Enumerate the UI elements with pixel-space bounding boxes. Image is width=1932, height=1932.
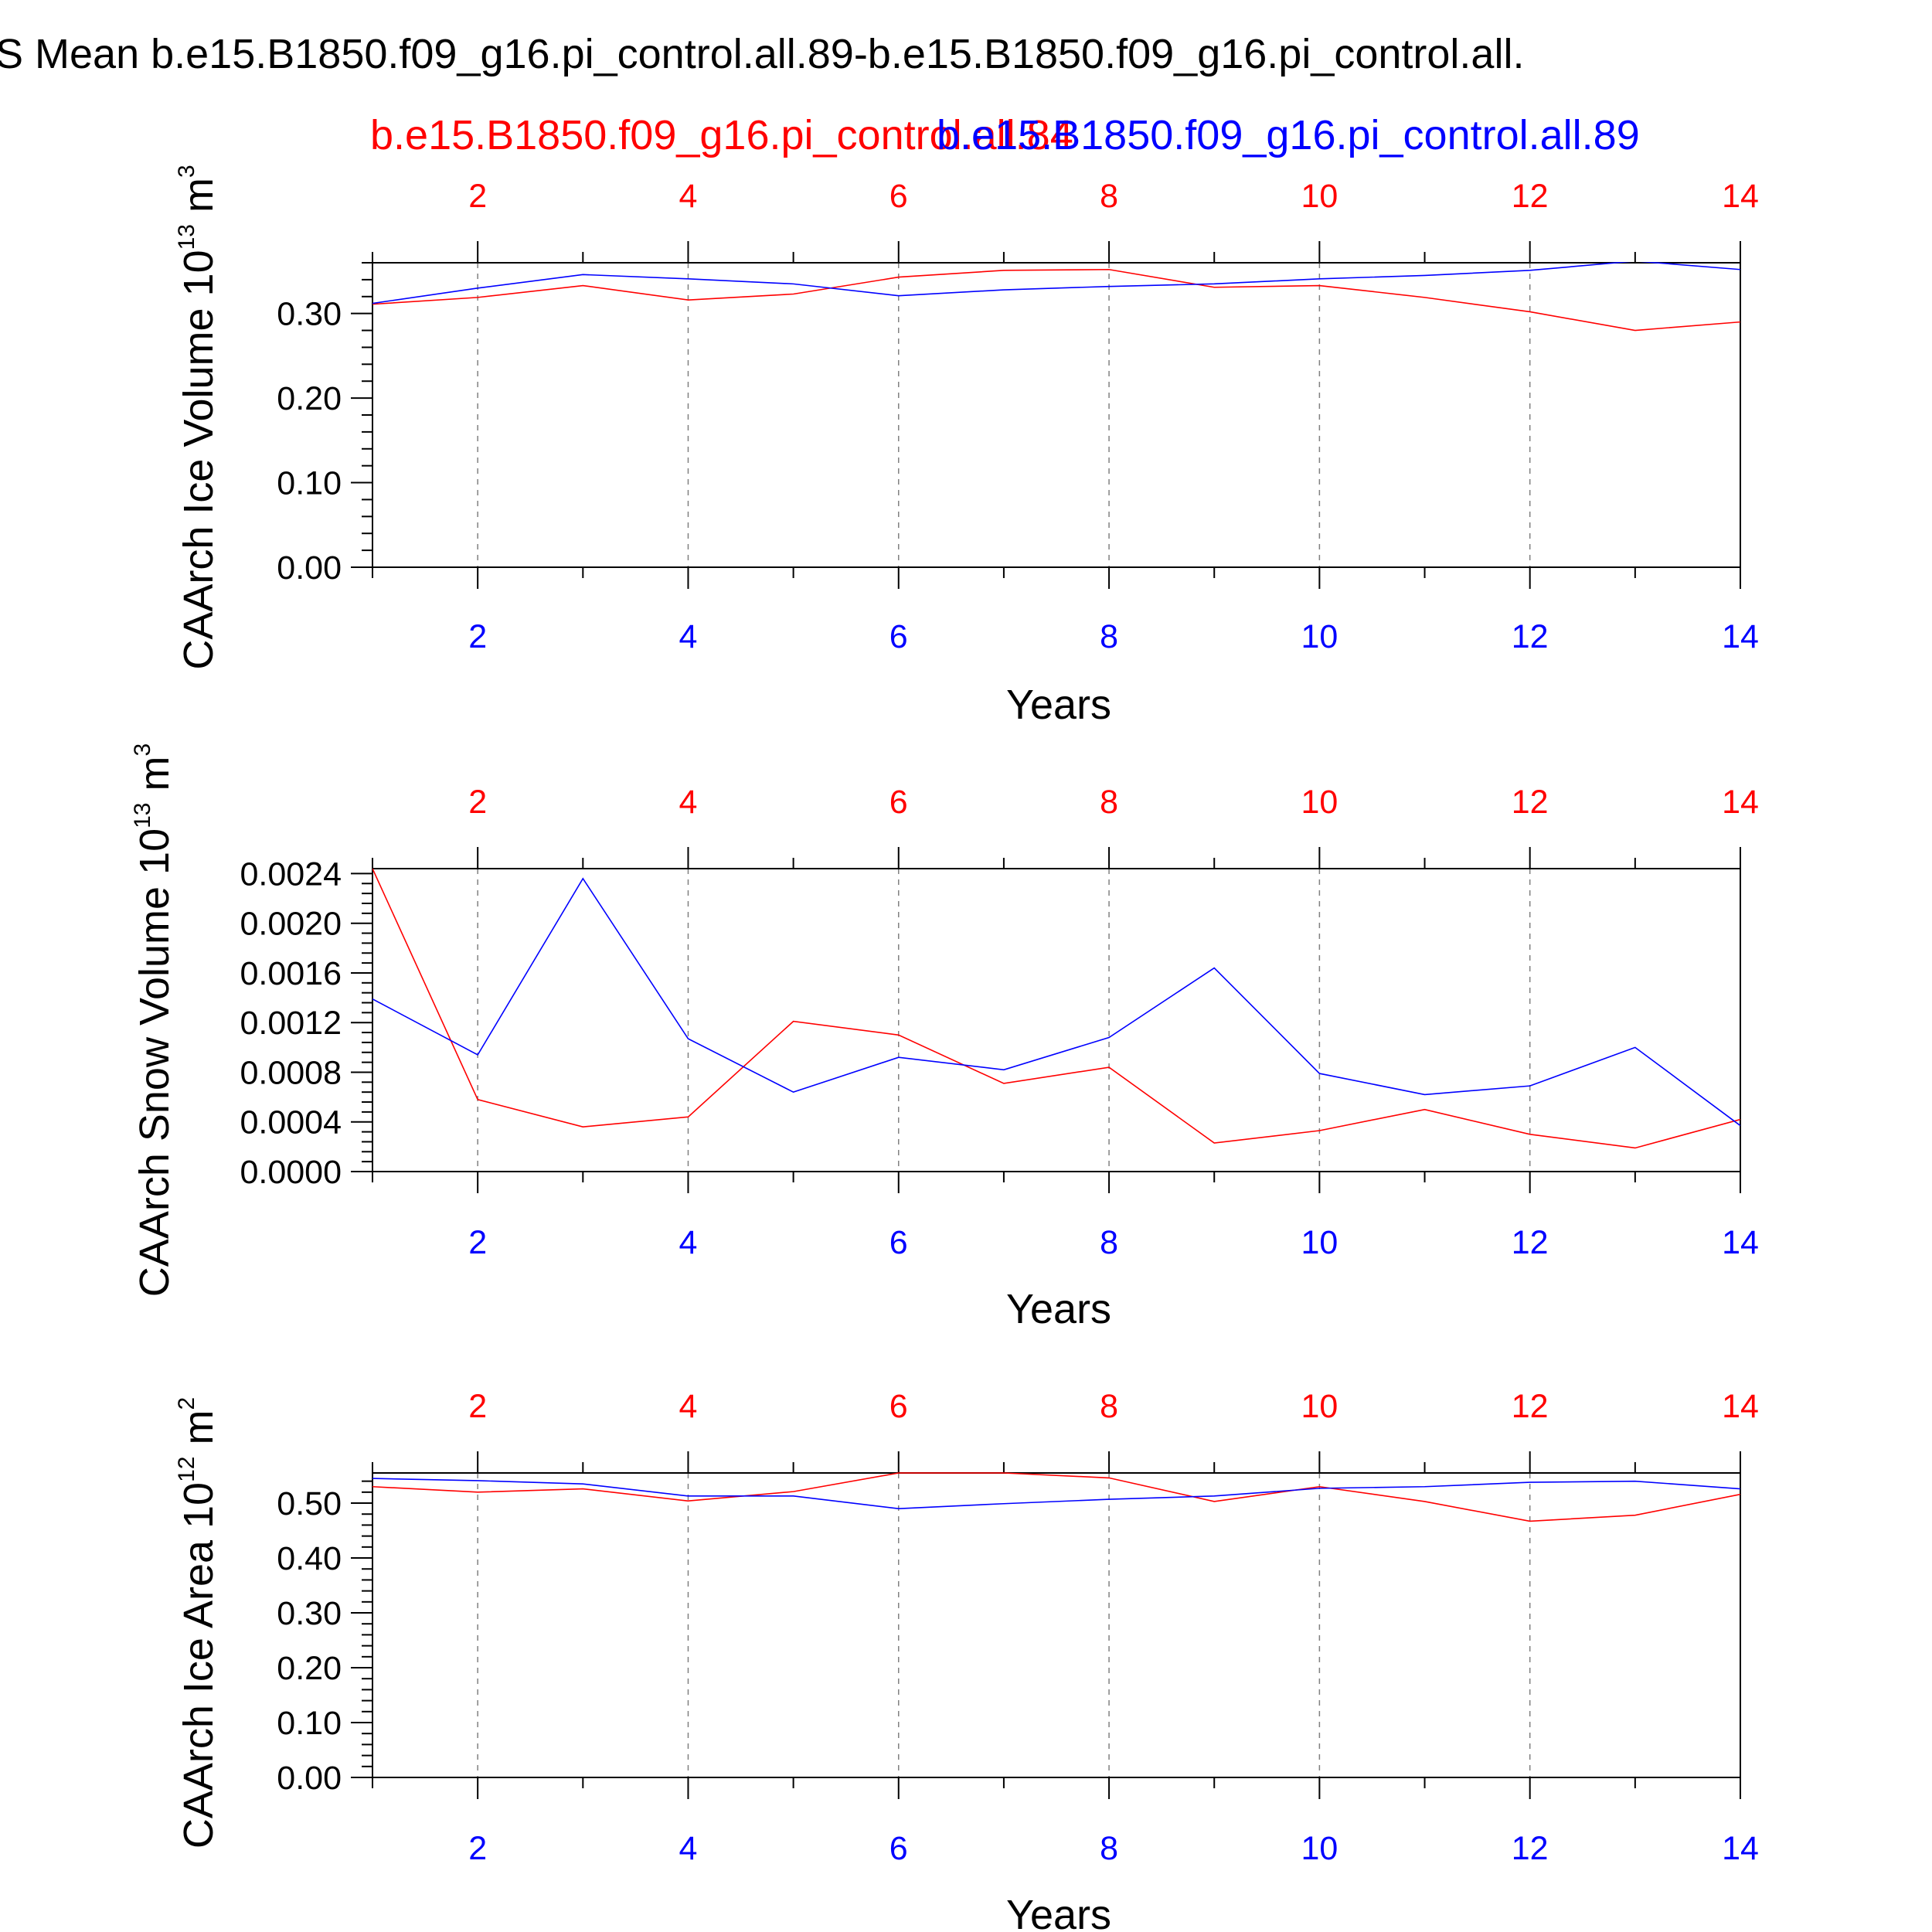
x-tick-label-top: 8 [1100,1388,1118,1425]
figure-title: S Mean b.e15.B1850.f09_g16.pi_control.al… [0,31,1524,77]
x-tick-label-top: 2 [468,178,487,215]
y-tick-label: 0.00 [277,549,342,587]
x-tick-label-top: 12 [1512,178,1549,215]
y-axis-label: CAArch Snow Volume 1013 m3 [130,743,178,1297]
plot-frame [372,868,1741,1172]
x-tick-label-top: 2 [468,784,487,821]
y-tick-label: 0.50 [277,1485,342,1522]
x-axis-label: Years [1006,1286,1111,1332]
x-tick-label-bottom: 14 [1722,1224,1759,1261]
x-tick-label-bottom: 12 [1512,1830,1549,1867]
x-tick-label-bottom: 12 [1512,1224,1549,1261]
panel-1: 2 2 4 4 6 6 8 8 10 10 12 12 14 14 0.00 0.10 0.20 0.30 Year… [174,165,1759,728]
y-axis-label-part: 10 [175,250,222,296]
plot-frame [372,262,1741,568]
case-label-red: b.e15.B1850.f09_g16.pi_control.all.84 [370,112,1073,158]
x-tick-label-top: 12 [1512,1388,1549,1425]
x-tick-label-bottom: 4 [679,1224,698,1261]
y-tick-label: 0.0012 [240,1005,342,1042]
y-axis-label-part: 12 [174,1457,199,1482]
x-tick-label-top: 10 [1301,1388,1338,1425]
x-tick-label-top: 14 [1722,1388,1759,1425]
x-tick-label-top: 6 [889,784,908,821]
x-tick-label-bottom: 8 [1100,1830,1118,1867]
panel-2: 2 2 4 4 6 6 8 8 10 10 12 12 14 14 0.0000 0.0004 0.0008 0.… [130,743,1759,1332]
x-tick-label-top: 6 [889,1388,908,1425]
y-axis-label-part: 10 [131,828,178,875]
x-tick-label-top: 4 [679,1388,698,1425]
y-tick-label: 0.20 [277,1650,342,1687]
y-tick-label: 0.30 [277,1595,342,1632]
y-axis-label-part: 13 [130,802,155,828]
y-axis-label: CAArch Ice Area 1012 m2 [174,1397,222,1849]
x-tick-label-bottom: 12 [1512,618,1549,655]
x-tick-label-top: 8 [1100,178,1118,215]
panels: 224466881010121214140.000.100.200.30Year… [130,165,1759,1932]
y-axis-label-part: 13 [174,224,199,250]
x-tick-label-top: 4 [679,784,698,821]
x-tick-label-bottom: 6 [889,1830,908,1867]
x-tick-label-bottom: 4 [679,618,698,655]
series-line-blue [372,262,1740,304]
x-tick-label-top: 6 [889,178,908,215]
x-tick-label-bottom: 6 [889,618,908,655]
x-tick-label-bottom: 10 [1301,618,1338,655]
y-tick-label: 0.20 [277,380,342,417]
y-axis-label-part: CAArch Ice Area [175,1529,222,1849]
series-line-red [372,868,1740,1149]
x-tick-label-top: 10 [1301,784,1338,821]
y-tick-label: 0.40 [277,1540,342,1577]
x-tick-label-bottom: 8 [1100,1224,1118,1261]
x-tick-label-top: 14 [1722,784,1759,821]
y-tick-label: 0.0008 [240,1054,342,1091]
y-tick-label: 0.0004 [240,1104,342,1141]
series-line-red [372,1472,1740,1522]
x-tick-label-bottom: 10 [1301,1830,1338,1867]
x-tick-label-bottom: 14 [1722,618,1759,655]
x-tick-label-top: 8 [1100,784,1118,821]
y-tick-label: 0.0016 [240,955,342,992]
x-tick-label-top: 2 [468,1388,487,1425]
y-tick-label: 0.0020 [240,906,342,943]
y-tick-label: 0.30 [277,296,342,333]
y-axis-label-part: 10 [175,1482,222,1529]
y-tick-label: 0.10 [277,465,342,502]
x-tick-label-bottom: 2 [468,1830,487,1867]
y-axis-label-part: 3 [174,165,199,178]
y-axis-label-part: CAArch Snow Volume [131,875,178,1297]
x-tick-label-bottom: 14 [1722,1830,1759,1867]
x-axis-label: Years [1006,1892,1111,1932]
series-line-red [372,268,1740,332]
plot-frame [372,1472,1741,1778]
x-tick-label-top: 4 [679,178,698,215]
x-tick-label-top: 12 [1512,784,1549,821]
y-axis-label-part: 2 [174,1397,199,1410]
y-axis-label-part: m [175,178,222,224]
x-tick-label-bottom: 4 [679,1830,698,1867]
y-tick-label: 0.00 [277,1760,342,1797]
x-tick-label-bottom: 8 [1100,618,1118,655]
case-label-blue: b.e15.B1850.f09_g16.pi_control.all.89 [937,112,1640,158]
series-line-blue [372,877,1740,1127]
panel-3: 224466881010121214140.000.100.200.300.40… [174,1388,1759,1932]
x-tick-label-bottom: 2 [468,618,487,655]
y-tick-label: 0.0000 [240,1154,342,1191]
y-axis-label-part: 3 [130,743,155,757]
x-tick-label-top: 14 [1722,178,1759,215]
x-tick-label-top: 10 [1301,178,1338,215]
y-axis-label-part: CAArch Ice Volume [175,296,222,669]
y-tick-label: 0.10 [277,1705,342,1742]
x-tick-label-bottom: 6 [889,1224,908,1261]
x-tick-label-bottom: 10 [1301,1224,1338,1261]
x-axis-label: Years [1006,682,1111,728]
y-tick-label: 0.0024 [240,855,342,893]
y-axis-label: CAArch Ice Volume 1013 m3 [174,165,222,669]
y-axis-label-part: m [175,1410,222,1457]
y-axis-label-part: m [131,756,178,802]
series-line-blue [372,1478,1740,1509]
x-tick-label-bottom: 2 [468,1224,487,1261]
